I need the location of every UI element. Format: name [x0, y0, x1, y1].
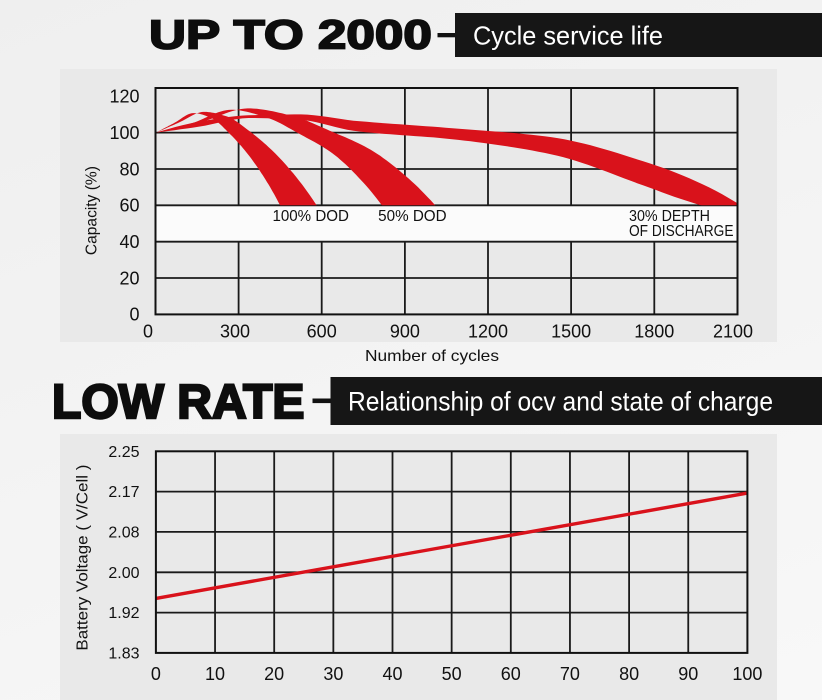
svg-text:120: 120	[109, 87, 139, 107]
svg-text:100% DOD: 100% DOD	[272, 208, 349, 225]
svg-text:30% DEPTH: 30% DEPTH	[629, 208, 710, 225]
svg-text:80: 80	[619, 664, 639, 684]
svg-text:40: 40	[119, 232, 139, 252]
svg-text:UP TO 2000: UP TO 2000	[149, 11, 432, 57]
svg-text:1500: 1500	[551, 321, 591, 341]
svg-text:LOW RATE: LOW RATE	[52, 376, 304, 429]
svg-text:70: 70	[560, 664, 580, 684]
svg-text:0: 0	[143, 321, 153, 341]
svg-text:1800: 1800	[634, 321, 674, 341]
svg-text:20: 20	[119, 268, 139, 288]
svg-text:1.83: 1.83	[108, 646, 139, 663]
svg-text:300: 300	[220, 321, 250, 341]
svg-text:10: 10	[205, 664, 225, 684]
svg-text:900: 900	[390, 321, 420, 341]
svg-text:80: 80	[119, 159, 139, 179]
svg-text:20: 20	[264, 664, 284, 684]
svg-text:Number of cycles: Number of cycles	[365, 348, 499, 365]
svg-text:2100: 2100	[713, 321, 753, 341]
svg-text:Capacity (%): Capacity (%)	[84, 166, 101, 255]
svg-text:40: 40	[382, 664, 402, 684]
svg-text:OF DISCHARGE: OF DISCHARGE	[629, 223, 734, 240]
svg-text:60: 60	[119, 196, 139, 216]
svg-text:2.17: 2.17	[108, 484, 139, 501]
svg-text:50% DOD: 50% DOD	[378, 208, 447, 225]
svg-text:0: 0	[129, 305, 139, 325]
svg-text:600: 600	[307, 321, 337, 341]
svg-text:1.92: 1.92	[108, 605, 139, 622]
svg-text:Relationship of ocv and state: Relationship of ocv and state of charge	[348, 387, 773, 417]
svg-text:Battery Voltage ( V/Cell ): Battery Voltage ( V/Cell )	[75, 465, 92, 651]
svg-text:50: 50	[442, 664, 462, 684]
svg-text:2.25: 2.25	[108, 444, 139, 461]
svg-text:100: 100	[109, 123, 139, 143]
svg-text:30: 30	[323, 664, 343, 684]
svg-text:Cycle service life: Cycle service life	[473, 21, 663, 51]
svg-text:100: 100	[732, 664, 762, 684]
svg-text:1200: 1200	[468, 321, 508, 341]
svg-text:60: 60	[501, 664, 521, 684]
svg-text:0: 0	[151, 664, 161, 684]
svg-text:2.00: 2.00	[108, 565, 139, 582]
svg-text:90: 90	[678, 664, 698, 684]
svg-text:2.08: 2.08	[108, 525, 139, 542]
